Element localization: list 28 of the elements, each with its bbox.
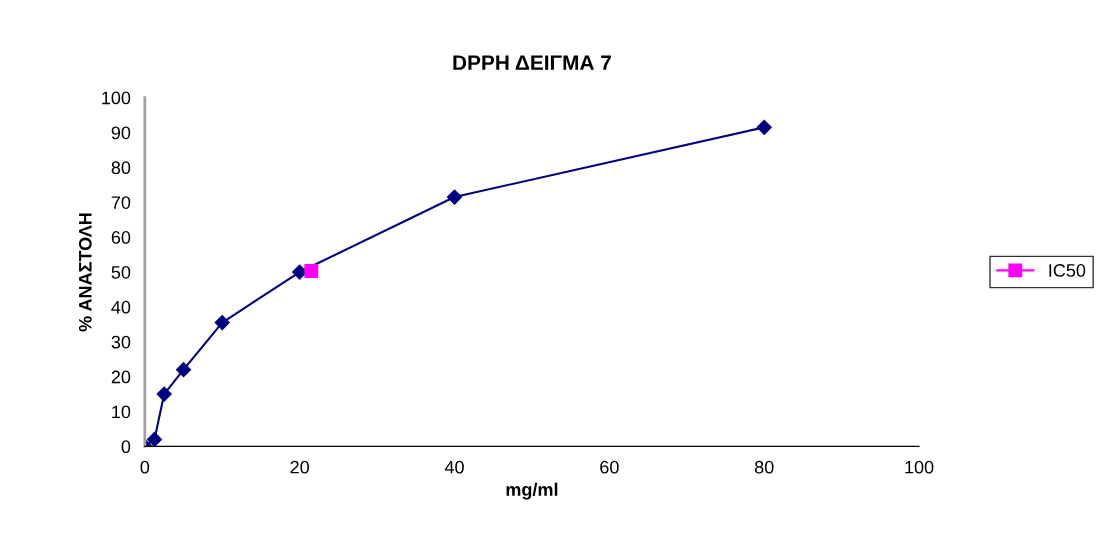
y-tick-label: 10: [112, 405, 131, 419]
x-tick-label: 20: [290, 460, 309, 474]
y-tick-label: 60: [111, 231, 131, 244]
point: [146, 431, 163, 447]
x-tick-label: 0: [140, 460, 150, 474]
point: [446, 189, 463, 205]
point: [756, 119, 772, 135]
x-tick-label: 100: [905, 460, 934, 474]
y-tick-label: 0: [121, 440, 131, 454]
x-tick-label: 80: [754, 460, 774, 474]
x-tick-label: 40: [444, 460, 464, 474]
chart-title: DPPH ΔΕΙΓΜΑ 7: [453, 55, 611, 70]
y-tick-label: 40: [111, 300, 131, 314]
y-axis-title: % ΑΝΑΣΤΟΛΗ: [78, 213, 92, 332]
y-tick-label: 50: [111, 265, 131, 279]
legend-label: IC50: [1049, 264, 1086, 277]
x-axis-title: mg/ml: [506, 482, 558, 500]
x-tick-label: 60: [600, 460, 619, 474]
y-tick-label: 90: [111, 126, 131, 140]
y-tick-label: 100: [102, 91, 131, 105]
point: [156, 386, 172, 402]
point: [304, 264, 319, 278]
y-tick-label: 30: [111, 335, 131, 349]
point: [214, 315, 230, 331]
y-tick-label: 20: [111, 370, 131, 384]
y-tick-label: 70: [111, 196, 131, 209]
point: [175, 362, 192, 378]
y-tick-label: 80: [111, 161, 131, 175]
